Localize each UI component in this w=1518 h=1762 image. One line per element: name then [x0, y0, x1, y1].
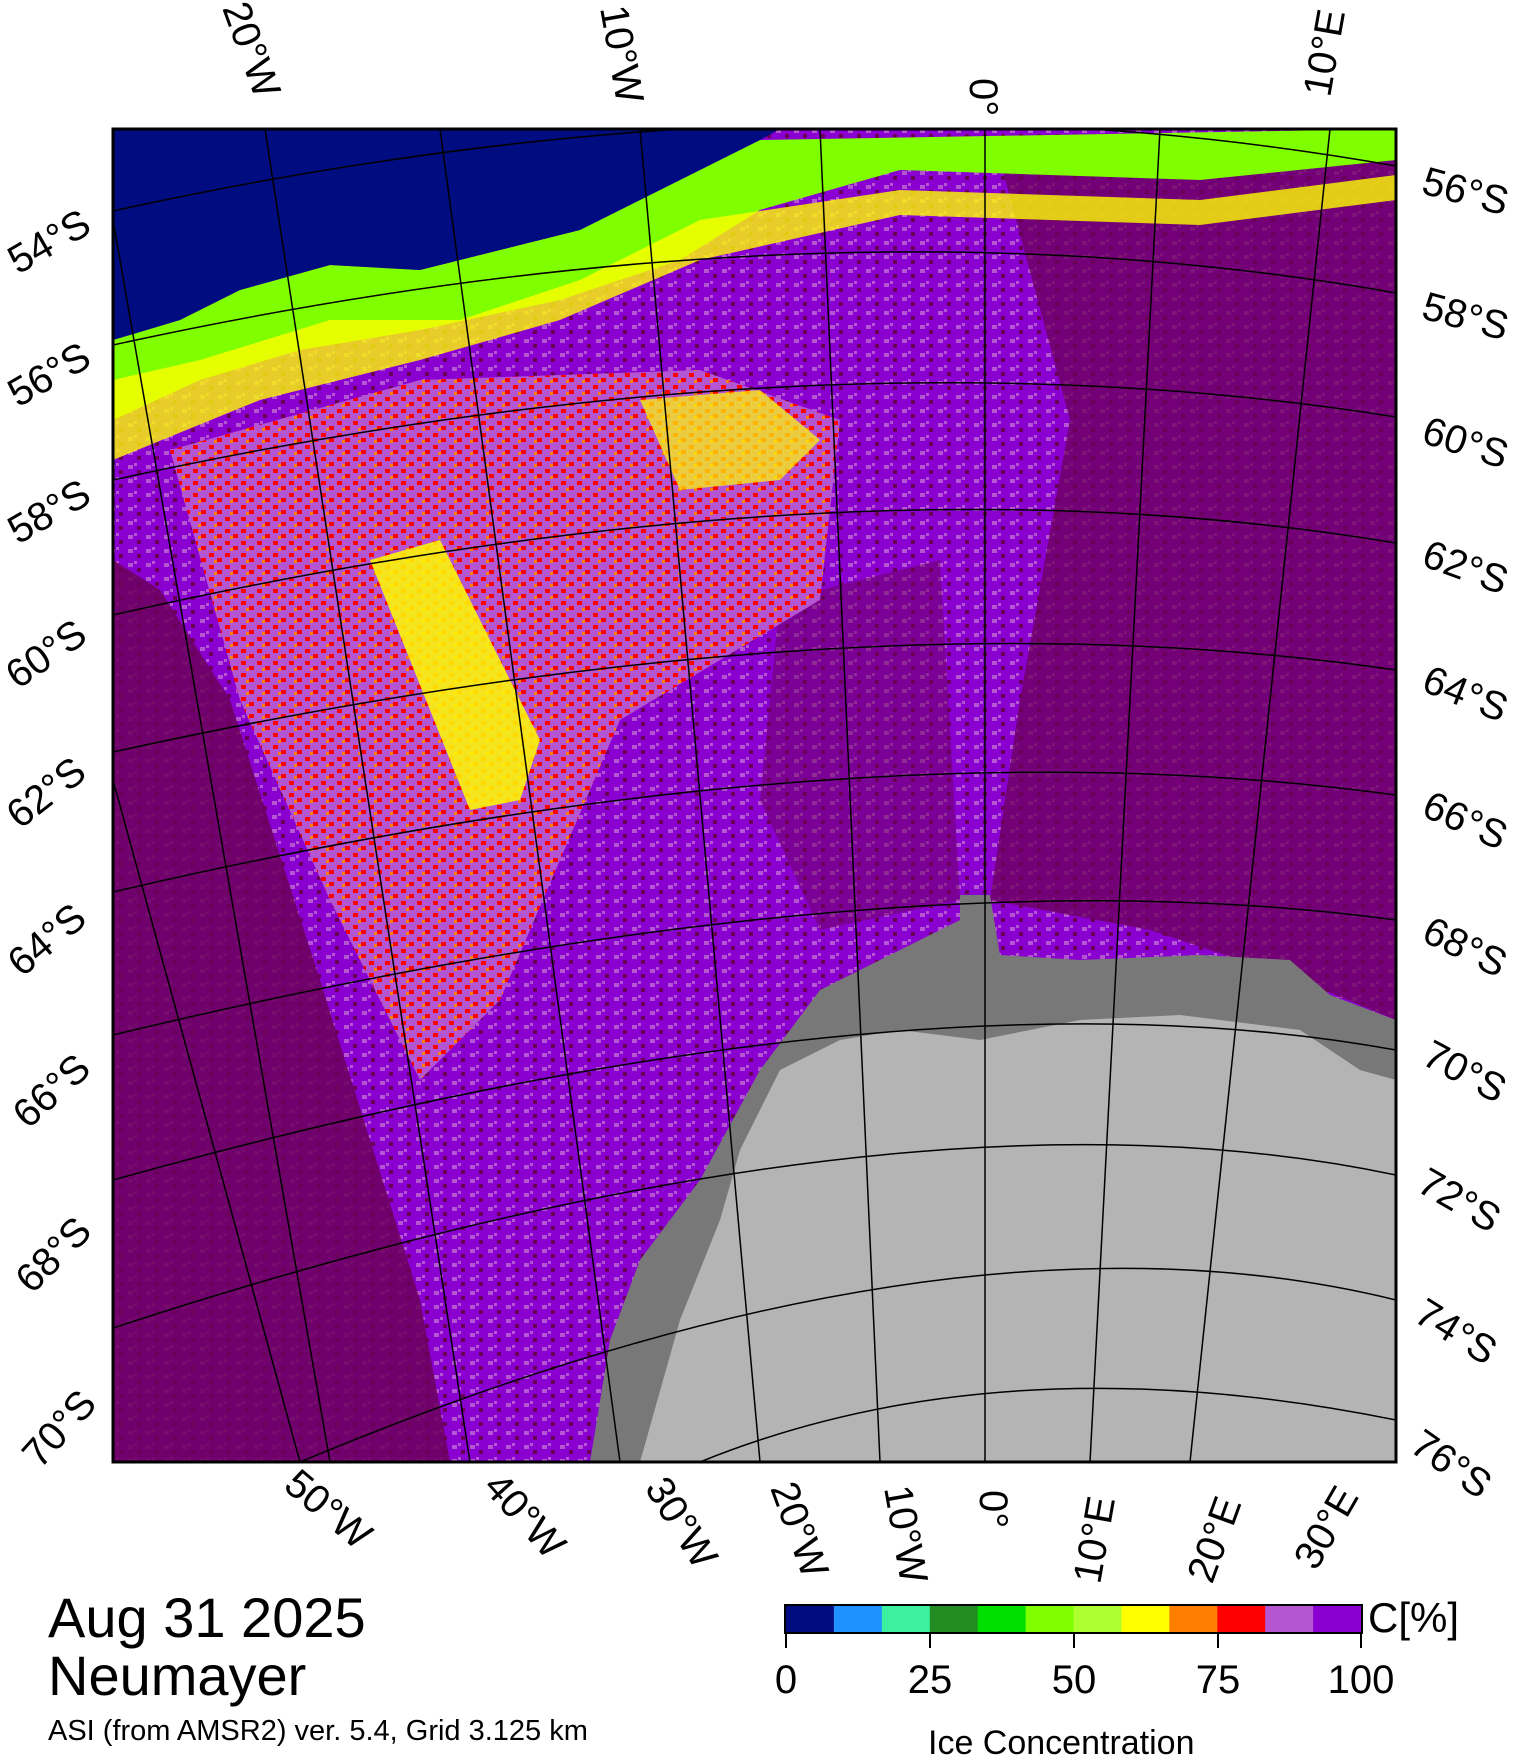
colorbar-swatch: [1265, 1606, 1314, 1632]
bottom-tick-label: 40°W: [475, 1465, 574, 1568]
left-tick-label: 56°S: [1, 334, 98, 416]
bottom-tick-label: 0°: [971, 1490, 1015, 1528]
colorbar-swatch: [977, 1606, 1027, 1632]
colorbar-swatch: [1073, 1606, 1122, 1632]
graticule: [113, 129, 1396, 1462]
right-tick-label: 66°S: [1416, 783, 1514, 859]
top-tick-label: 10°E: [1296, 6, 1354, 99]
right-tick-label: 56°S: [1418, 159, 1514, 224]
colorbar-swatch: [1025, 1606, 1074, 1632]
right-tick-label: 68°S: [1416, 909, 1514, 987]
right-tick-label: 74°S: [1407, 1290, 1504, 1374]
bottom-tick-label: 30°E: [1286, 1479, 1368, 1576]
colorbar-swatch: [786, 1606, 835, 1632]
colorbar-swatch: [833, 1606, 883, 1632]
colorbar-tick-label: 0: [774, 1658, 798, 1702]
high-ice-zone-center: [760, 560, 960, 930]
colorbar-title: Ice Concentration: [928, 1724, 1195, 1762]
colorbar-tick-label: 100: [1327, 1658, 1395, 1702]
colorbar-swatch: [1121, 1606, 1170, 1632]
left-tick-label: 58°S: [1, 471, 98, 553]
right-axis-labels: 56°S 58°S 60°S 62°S 64°S 66°S 68°S 70°S …: [1403, 159, 1514, 1507]
colorbar: [786, 1606, 1362, 1632]
bottom-tick-label: 20°E: [1179, 1491, 1250, 1588]
left-tick-label: 54°S: [1, 201, 98, 283]
colorbar-tick-label: 50: [1051, 1658, 1097, 1702]
colorbar-ticks: [785, 1633, 1362, 1648]
top-tick-label: 10°W: [591, 2, 651, 107]
map-date: Aug 31 2025: [48, 1586, 366, 1649]
top-tick-label: 0°: [961, 78, 1005, 116]
station-name: Neumayer: [48, 1644, 307, 1707]
bottom-tick-label: 30°W: [636, 1469, 726, 1576]
low-ice-streak: [370, 540, 540, 810]
colorbar-swatch: [1217, 1606, 1266, 1632]
high-ice-zone-east: [990, 130, 1396, 1020]
left-tick-label: 60°S: [0, 611, 95, 697]
colorbar-unit: C[%]: [1368, 1594, 1460, 1641]
colorbar-swatch: [1169, 1606, 1218, 1632]
right-tick-label: 76°S: [1403, 1421, 1500, 1507]
colorbar-tick-label: 25: [907, 1658, 953, 1702]
right-tick-label: 70°S: [1416, 1032, 1514, 1112]
right-tick-label: 58°S: [1418, 284, 1514, 349]
right-tick-label: 60°S: [1417, 409, 1514, 478]
right-tick-label: 62°S: [1417, 532, 1514, 603]
left-tick-label: 66°S: [5, 1046, 99, 1137]
left-axis-labels: 54°S 56°S 58°S 60°S 62°S 64°S 66°S 68°S …: [0, 201, 105, 1476]
ice-edge-yellow: [113, 175, 1396, 460]
top-axis-labels: 20°W 10°W 0° 10°E: [214, 0, 1354, 116]
map-frame: [111, 127, 1398, 1464]
ice-edge: [113, 129, 1396, 420]
left-tick-label: 70°S: [14, 1382, 105, 1476]
colorbar-swatch: [1313, 1606, 1362, 1632]
bottom-axis-labels: 50°W 40°W 30°W 20°W 10°W 0° 10°E 20°E 30…: [276, 1461, 1367, 1588]
open-water: [113, 129, 780, 340]
bottom-tick-label: 10°W: [875, 1482, 935, 1587]
bottom-tick-label: 20°W: [762, 1476, 837, 1584]
right-tick-label: 72°S: [1411, 1160, 1508, 1242]
right-tick-label: 64°S: [1417, 658, 1514, 731]
top-tick-label: 20°W: [214, 0, 289, 104]
low-ice-patch: [640, 390, 820, 490]
left-tick-label: 62°S: [0, 749, 94, 837]
bottom-tick-label: 50°W: [276, 1461, 380, 1558]
colorbar-swatch: [929, 1606, 979, 1632]
antarctic-land: [640, 1015, 1396, 1462]
high-ice-zone-west: [113, 560, 450, 1462]
bottom-tick-label: 10°E: [1066, 1493, 1124, 1586]
left-tick-label: 64°S: [0, 895, 95, 985]
colorbar-swatch: [881, 1606, 931, 1632]
data-source: ASI (from AMSR2) ver. 5.4, Grid 3.125 km: [48, 1715, 588, 1747]
left-tick-label: 68°S: [7, 1209, 100, 1302]
colorbar-tick-label: 75: [1195, 1658, 1241, 1702]
